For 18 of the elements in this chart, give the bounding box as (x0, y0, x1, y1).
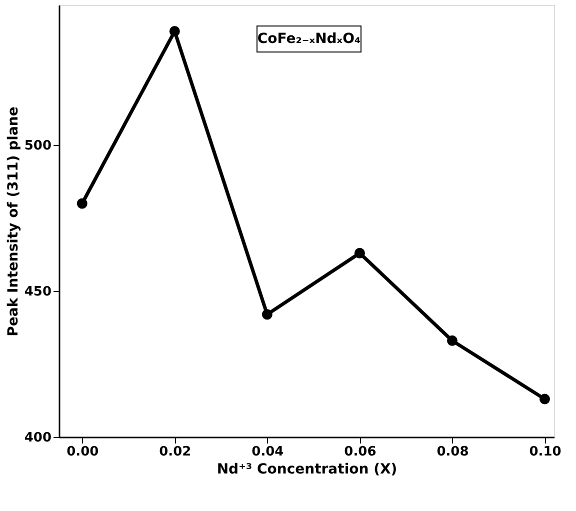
point (262, 309, 272, 320)
x-axis-title: Nd⁺³ Concentration (X) (216, 462, 398, 478)
point (540, 394, 550, 404)
point (446, 335, 458, 346)
x-tick-label: 0.04 (252, 444, 284, 460)
y-tick-label: 450 (24, 284, 52, 300)
x-tick-label: 0.02 (159, 444, 192, 460)
y-axis-title: Peak Intensity of (311) plane (5, 106, 22, 336)
x-tick-label: 0.08 (436, 444, 469, 460)
x-tick-label: 0.10 (529, 444, 562, 460)
x-tick-label: 0.06 (344, 444, 376, 460)
x-tick-label: 0.00 (66, 444, 99, 460)
y-tick-label: 400 (24, 430, 52, 446)
point (169, 26, 180, 37)
point (354, 248, 365, 258)
point (76, 198, 88, 209)
annotation: CoFe₂₋ₓNdₓO₄ (257, 31, 361, 47)
y-tick-label: 500 (24, 138, 52, 154)
